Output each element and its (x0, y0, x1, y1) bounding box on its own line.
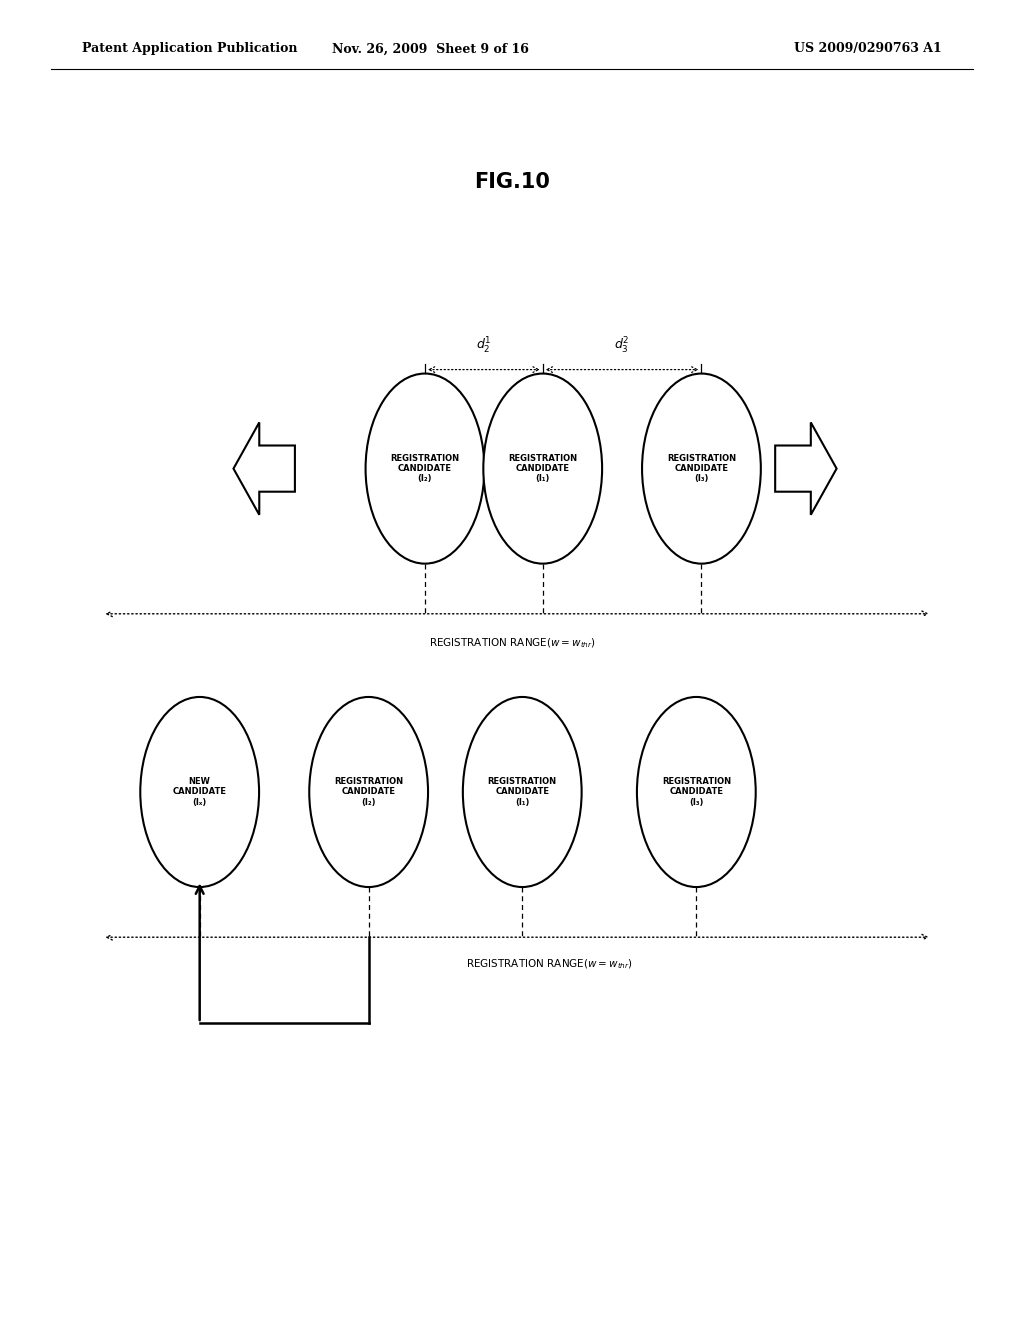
Text: REGISTRATION
CANDIDATE
(I₁): REGISTRATION CANDIDATE (I₁) (508, 454, 578, 483)
Text: REGISTRATION RANGE($w=w_{thr}$): REGISTRATION RANGE($w=w_{thr}$) (466, 957, 633, 970)
Text: REGISTRATION
CANDIDATE
(I₂): REGISTRATION CANDIDATE (I₂) (334, 777, 403, 807)
Text: Patent Application Publication: Patent Application Publication (82, 42, 297, 55)
Text: FIG.10: FIG.10 (474, 172, 550, 193)
Text: REGISTRATION
CANDIDATE
(I₁): REGISTRATION CANDIDATE (I₁) (487, 777, 557, 807)
Text: US 2009/0290763 A1: US 2009/0290763 A1 (795, 42, 942, 55)
Text: REGISTRATION
CANDIDATE
(I₂): REGISTRATION CANDIDATE (I₂) (390, 454, 460, 483)
Ellipse shape (309, 697, 428, 887)
Text: REGISTRATION RANGE($w=w_{thr}$): REGISTRATION RANGE($w=w_{thr}$) (428, 636, 596, 649)
Text: REGISTRATION
CANDIDATE
(I₃): REGISTRATION CANDIDATE (I₃) (662, 777, 731, 807)
Polygon shape (775, 422, 837, 515)
Ellipse shape (463, 697, 582, 887)
Text: $d_3^2$: $d_3^2$ (614, 337, 630, 356)
Text: Nov. 26, 2009  Sheet 9 of 16: Nov. 26, 2009 Sheet 9 of 16 (332, 42, 528, 55)
Text: NEW
CANDIDATE
(Iₓ): NEW CANDIDATE (Iₓ) (173, 777, 226, 807)
Ellipse shape (637, 697, 756, 887)
Text: $d_2^1$: $d_2^1$ (476, 337, 492, 356)
Ellipse shape (366, 374, 484, 564)
Text: REGISTRATION
CANDIDATE
(I₃): REGISTRATION CANDIDATE (I₃) (667, 454, 736, 483)
Ellipse shape (483, 374, 602, 564)
Ellipse shape (140, 697, 259, 887)
Ellipse shape (642, 374, 761, 564)
Polygon shape (233, 422, 295, 515)
